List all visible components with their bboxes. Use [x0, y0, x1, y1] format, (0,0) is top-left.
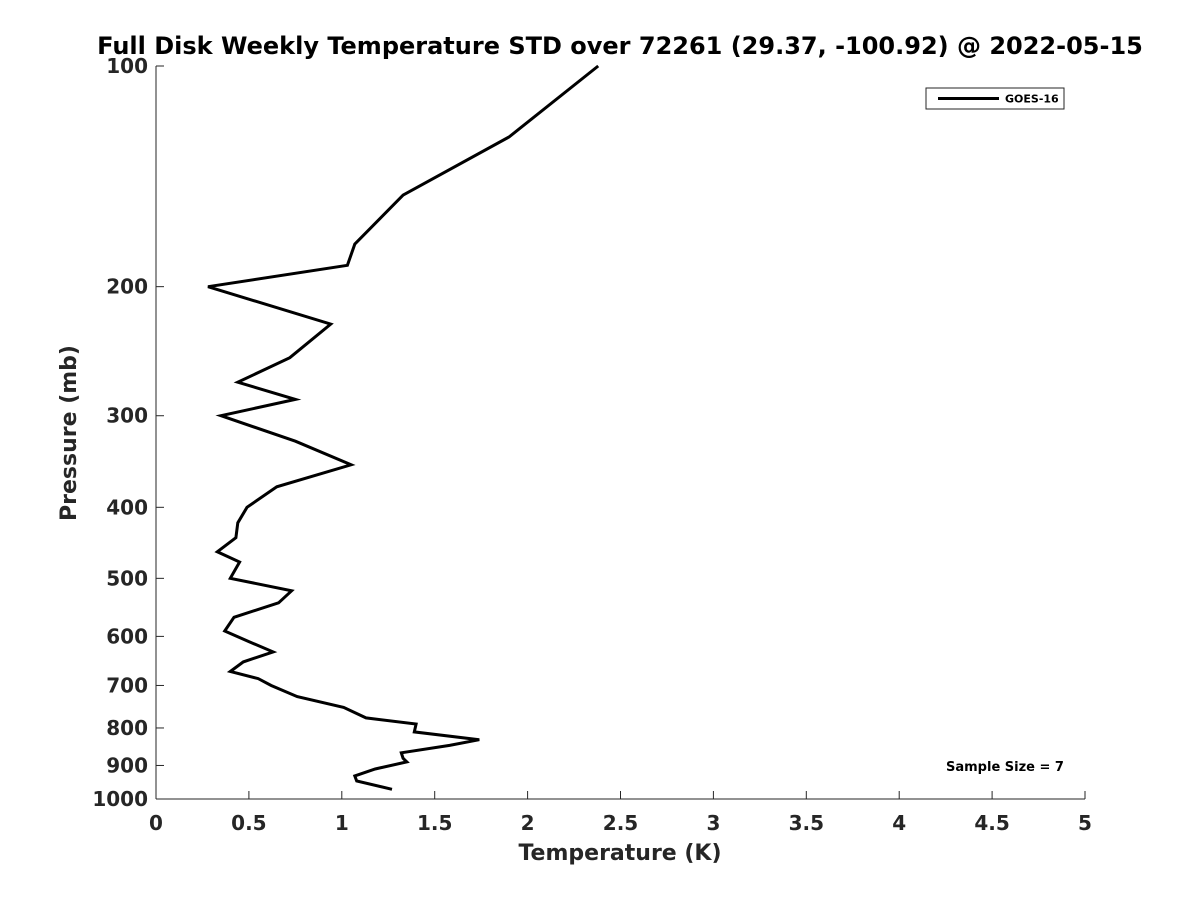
- chart-title: Full Disk Weekly Temperature STD over 72…: [97, 32, 1143, 60]
- x-tick-label: 0: [149, 811, 163, 835]
- y-tick-label: 400: [106, 495, 148, 519]
- legend-label-goes-16: GOES-16: [1005, 93, 1059, 106]
- x-tick-label: 0.5: [231, 811, 266, 835]
- x-axis-ticks: 0 0.5 1 1.5 2 2.5 3 3.5 4 4.5 5: [149, 791, 1092, 835]
- y-tick-label: 900: [106, 753, 148, 777]
- x-tick-label: 2: [521, 811, 535, 835]
- x-tick-label: 1.5: [417, 811, 452, 835]
- x-tick-label: 3.5: [789, 811, 824, 835]
- series-line-goes-16: [207, 64, 600, 791]
- y-tick-label: 300: [106, 404, 148, 428]
- x-axis-label: Temperature (K): [518, 841, 721, 866]
- y-tick-label: 1000: [92, 787, 148, 811]
- x-tick-label: 2.5: [603, 811, 638, 835]
- y-tick-label: 100: [106, 54, 148, 78]
- x-tick-label: 1: [335, 811, 349, 835]
- y-tick-label: 200: [106, 275, 148, 299]
- x-tick-label: 3: [706, 811, 720, 835]
- y-axis-ticks: 100 200 300 400 500 600 700 800 900 1000: [92, 54, 164, 811]
- y-tick-label: 800: [106, 716, 148, 740]
- y-tick-label: 600: [106, 624, 148, 648]
- series-layer: [207, 64, 600, 791]
- sample-size-annotation: Sample Size = 7: [946, 760, 1064, 775]
- legend: GOES-16: [925, 87, 1065, 110]
- x-tick-label: 4: [892, 811, 906, 835]
- x-tick-label: 4.5: [974, 811, 1009, 835]
- y-tick-label: 700: [106, 673, 148, 697]
- y-axis-label: Pressure (mb): [57, 345, 82, 521]
- x-tick-label: 5: [1078, 811, 1092, 835]
- y-tick-label: 500: [106, 566, 148, 590]
